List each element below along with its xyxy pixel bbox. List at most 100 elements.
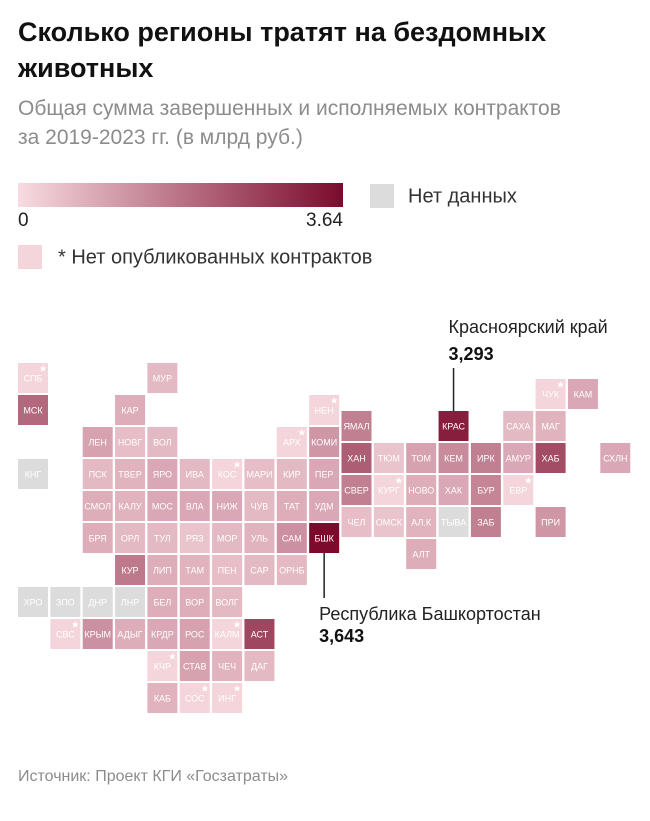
unpublished-star: [524, 477, 532, 484]
region-tile: [503, 443, 534, 473]
region-tile: [276, 523, 307, 553]
region-tile: [82, 491, 113, 521]
region-tile: [147, 683, 178, 713]
region-tile: [147, 523, 178, 553]
region-tile: [147, 427, 178, 457]
region-tile: [212, 555, 243, 585]
region-label: ЧУВ: [251, 501, 269, 511]
unpublished-star: [201, 685, 209, 692]
region-label: ТЮМ: [378, 453, 400, 463]
region-label: ВЛА: [186, 501, 204, 511]
region-tile: [18, 395, 48, 425]
region-tile: [309, 427, 340, 457]
region-tile: [147, 363, 178, 393]
region-label: АЛТ: [412, 549, 430, 559]
region-label: ПЕН: [218, 565, 237, 575]
region-tile: [82, 523, 113, 553]
region-tile: [535, 443, 566, 473]
region-tile: [341, 475, 372, 505]
unpublished-star: [557, 381, 565, 388]
region-label: КАЛМ: [215, 629, 240, 639]
region-tile: [244, 459, 275, 489]
region-label: НЕН: [315, 405, 334, 415]
region-tile: [147, 619, 178, 649]
region-tile: [212, 651, 243, 681]
region-label: САМ: [282, 533, 302, 543]
no-data-label: Нет данных: [408, 185, 517, 207]
region-tile: [115, 587, 146, 617]
region-tile: [276, 491, 307, 521]
unpublished-star: [395, 477, 403, 484]
region-label: ИВА: [186, 469, 204, 479]
region-tile: [567, 379, 598, 409]
region-tile: [244, 619, 275, 649]
region-tile: [438, 507, 469, 537]
region-label: ПЕР: [315, 469, 333, 479]
region-label: КРЫМ: [84, 629, 111, 639]
region-label: ДНР: [88, 597, 107, 607]
region-tile: [212, 587, 243, 617]
no-data-swatch: [370, 184, 394, 208]
region-label: ИНГ: [218, 693, 236, 703]
region-tile: [470, 507, 501, 537]
region-tile: [82, 427, 113, 457]
region-label: КИР: [283, 469, 301, 479]
region-label: ЧЕЧ: [218, 661, 236, 671]
region-tile: [600, 443, 631, 473]
region-label: НИЖ: [216, 501, 238, 511]
region-label: ЧУК: [542, 389, 560, 399]
region-tile: [50, 587, 81, 617]
region-label: СТАВ: [183, 661, 206, 671]
region-label: СХЛН: [603, 453, 627, 463]
region-label: ТОМ: [411, 453, 431, 463]
region-label: СВС: [56, 629, 75, 639]
region-label: ТАТ: [284, 501, 300, 511]
region-label: ХРО: [24, 597, 43, 607]
region-label: САХА: [506, 421, 530, 431]
region-label: СМОЛ: [84, 501, 111, 511]
region-label: ЗПО: [56, 597, 75, 607]
region-tile: [115, 395, 146, 425]
region-label: НОВГ: [118, 437, 143, 447]
region-tile: [147, 459, 178, 489]
region-label: КУР: [122, 565, 139, 575]
region-tile: [115, 619, 146, 649]
region-tile: [535, 507, 566, 537]
region-label: САР: [250, 565, 268, 575]
region-tile: [179, 523, 210, 553]
unpublished-star: [39, 365, 47, 372]
region-tile: [115, 523, 146, 553]
unpublished-star: [298, 429, 306, 436]
region-tile: [276, 459, 307, 489]
region-tile: [179, 491, 210, 521]
region-tile: [438, 443, 469, 473]
region-label: ЛЕН: [88, 437, 106, 447]
callout-name: Республика Башкортостан: [319, 604, 541, 624]
region-label: АСТ: [251, 629, 269, 639]
region-label: ВОЛГ: [215, 597, 239, 607]
region-label: ЛИП: [153, 565, 172, 575]
map: 0 3.64 Нет данных * Нет опубликованных конт…: [18, 183, 631, 713]
region-label: ВОР: [185, 597, 204, 607]
region-label: ЛНР: [121, 597, 139, 607]
unpublished-swatch: [18, 245, 42, 269]
region-tile: [179, 619, 210, 649]
region-label: ПСК: [89, 469, 108, 479]
region-label: ТАМ: [185, 565, 204, 575]
region-label: МАГ: [541, 421, 560, 431]
region-label: МСК: [23, 405, 43, 415]
region-tile: [115, 459, 146, 489]
region-label: МУР: [153, 373, 172, 383]
region-tile: [179, 587, 210, 617]
region-label: КЕМ: [444, 453, 463, 463]
region-tile: [244, 491, 275, 521]
region-tile: [18, 587, 48, 617]
region-label: СВЕР: [344, 485, 369, 495]
region-label: ОРЛ: [121, 533, 139, 543]
region-label: ЗАБ: [477, 517, 494, 527]
region-label: ЯРО: [153, 469, 172, 479]
source: Источник: Проект КГИ «Госзатраты»: [18, 768, 289, 785]
region-label: МАРИ: [246, 469, 272, 479]
region-tile: [309, 459, 340, 489]
